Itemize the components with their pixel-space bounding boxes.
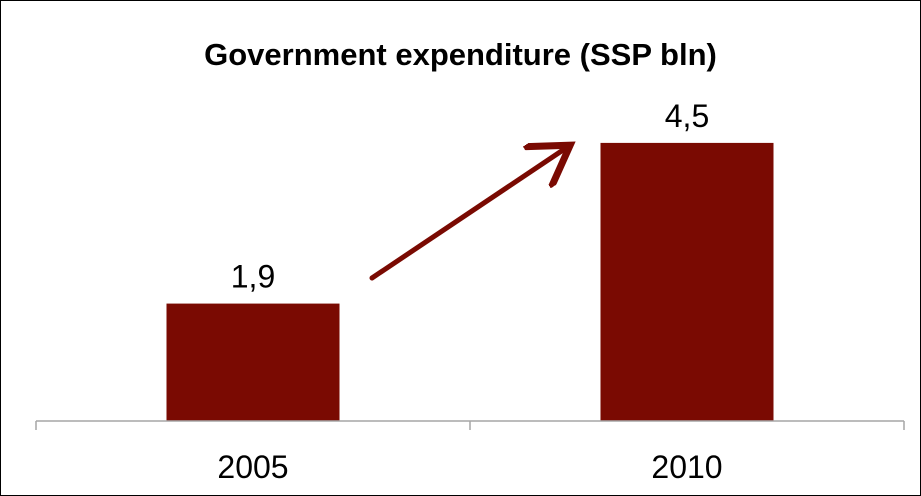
labels-layer: 1,9 2005 4,5 2010 [217,98,722,485]
bar [600,142,774,421]
data-label: 1,9 [231,259,275,295]
trend-arrow [369,148,566,281]
x-axis [35,420,905,430]
x-tick-label: 2005 [217,449,288,485]
data-label: 4,5 [665,98,709,134]
chart-title: Government expenditure (SSP bln) [204,37,717,72]
bars-layer [166,142,774,421]
bar [166,303,340,421]
x-tick-label: 2010 [651,449,722,485]
